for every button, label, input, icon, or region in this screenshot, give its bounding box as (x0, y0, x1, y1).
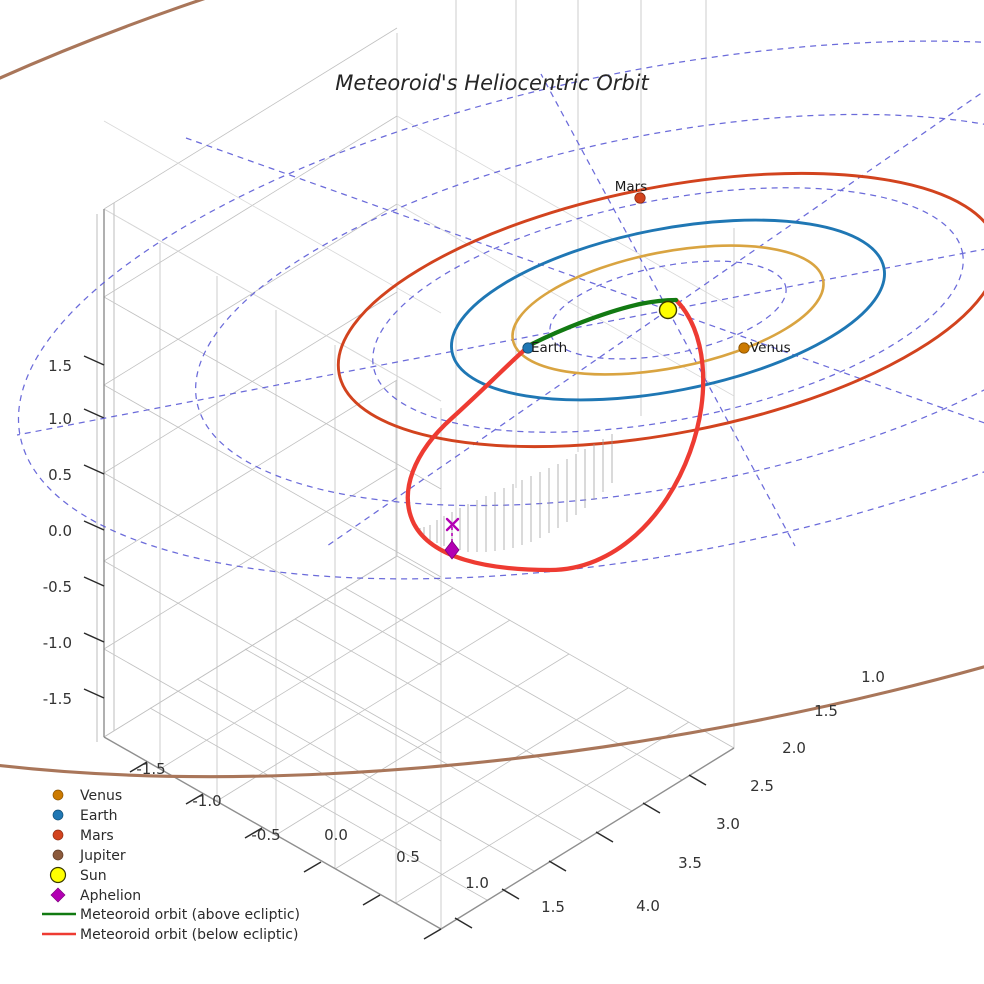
ecliptic-ring-3 (194, 113, 984, 507)
x-tick-label: 0.0 (324, 826, 348, 844)
z-tick-label: 1.0 (48, 410, 72, 428)
legend-label: Meteoroid orbit (above ecliptic) (80, 907, 300, 923)
x-tick-label: 1.5 (541, 898, 565, 916)
tick-marks (83, 355, 707, 940)
legend-item-aphelion[interactable]: Aphelion (50, 887, 141, 904)
jupiter-swatch-icon (52, 849, 64, 861)
axis-spines (103, 209, 735, 930)
ecliptic-ring-1 (549, 260, 787, 360)
mars-marker (634, 192, 646, 204)
z-tick-label: -1.5 (43, 690, 72, 708)
aphelion-marker (444, 540, 460, 560)
sun-marker (658, 300, 678, 320)
mars-swatch-icon (52, 829, 64, 841)
z-tick-label: 1.5 (48, 357, 72, 375)
earth-marker (522, 342, 534, 354)
y-tick-label: 1.5 (814, 702, 838, 720)
sun-swatch-icon (49, 866, 67, 884)
x-tick-label: -1.0 (192, 792, 221, 810)
legend-item-jupiter[interactable]: Jupiter (52, 848, 126, 864)
ecliptic-reference-grid (16, 40, 984, 580)
y-tick-label: 4.0 (636, 897, 660, 915)
legend-label: Meteoroid orbit (below ecliptic) (80, 927, 298, 943)
y-tick-label: 1.0 (861, 668, 885, 686)
y-tick-label: 3.0 (716, 815, 740, 833)
legend-item-sun[interactable]: Sun (49, 866, 107, 885)
legend-item-below-ecliptic[interactable]: Meteoroid orbit (below ecliptic) (42, 927, 298, 943)
venus-orbit (511, 244, 825, 376)
mars-label: Mars (615, 179, 648, 195)
y-tick-label: 2.5 (750, 777, 774, 795)
orbit-stem-lines (419, 434, 613, 552)
mars-orbit (336, 171, 984, 449)
legend-label: Sun (80, 868, 107, 884)
legend-item-earth[interactable]: Earth (52, 808, 118, 824)
earth-orbit (450, 218, 886, 402)
jupiter-orbit (0, 0, 984, 779)
earth-swatch-icon (52, 809, 64, 821)
meteoroid-orbit-above-ecliptic (529, 297, 679, 347)
z-tick-label: -0.5 (43, 578, 72, 596)
venus-marker (738, 342, 750, 354)
legend-label: Aphelion (80, 888, 141, 904)
aphelion-swatch-icon (50, 887, 66, 903)
pane-grid-upper (103, 115, 735, 402)
venus-label: Venus (750, 340, 791, 356)
x-tick-label: 1.0 (465, 874, 489, 892)
y-tick-label: 3.5 (678, 854, 702, 872)
x-tick-label: -1.5 (136, 760, 165, 778)
x-axis-spine (103, 736, 442, 930)
legend-label: Venus (80, 788, 122, 804)
legend-item-mars[interactable]: Mars (52, 828, 114, 844)
pane-grid-lines (103, 0, 735, 930)
y-tick-label: 2.0 (782, 739, 806, 757)
z-tick-label: 0.5 (48, 466, 72, 484)
legend-item-above-ecliptic[interactable]: Meteoroid orbit (above ecliptic) (42, 907, 300, 923)
x-tick-label: -0.5 (251, 826, 280, 844)
x-tick-label: 0.5 (396, 848, 420, 866)
axis-spines-secondary (96, 203, 115, 742)
y-axis-spine (440, 747, 735, 930)
ecliptic-spokes (16, 73, 984, 547)
aphelion-projection-cross-icon (445, 517, 460, 532)
legend: Venus Earth Mars Jupiter (42, 788, 300, 943)
legend-label: Jupiter (79, 848, 126, 864)
ecliptic-ring-4 (17, 40, 984, 580)
legend-item-venus[interactable]: Venus (52, 788, 122, 804)
venus-swatch-icon (52, 789, 64, 801)
meteoroid-orbit-below-ecliptic (405, 297, 706, 573)
ecliptic-ring-2 (372, 187, 964, 433)
page-title: Meteoroid's Heliocentric Orbit (335, 71, 649, 95)
earth-label: Earth (531, 340, 567, 356)
legend-label: Earth (80, 808, 118, 824)
z-tick-label: 0.0 (48, 522, 72, 540)
legend-label: Mars (80, 828, 114, 844)
z-tick-label: -1.0 (43, 634, 72, 652)
